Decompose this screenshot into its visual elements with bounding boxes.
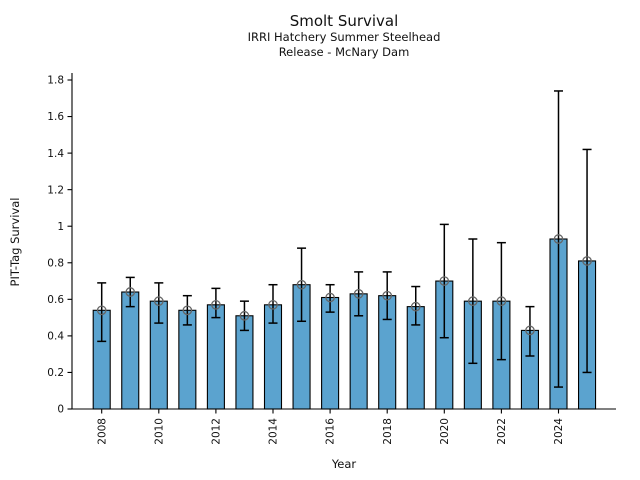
marker-2021 [467, 296, 478, 307]
x-axis-label: Year [331, 457, 357, 471]
x-tick-label-2024: 2024 [553, 418, 565, 445]
marker-2022 [496, 296, 507, 307]
y-tick-label-1.2: 1.2 [47, 184, 64, 196]
marker-2014 [268, 299, 278, 310]
marker-2011 [182, 305, 193, 316]
marker-2018 [382, 290, 393, 301]
x-tick-label-2014: 2014 [268, 418, 280, 445]
marker-2015 [296, 279, 307, 290]
y-tick-label-1.8: 1.8 [47, 75, 64, 87]
bar-2012 [206, 304, 225, 410]
chart-subtitle-line1: IRRI Hatchery Summer Steelhead [247, 30, 441, 44]
chart-title: Smolt Survival [289, 12, 399, 30]
marker-2023 [525, 325, 535, 336]
x-tick-label-2012: 2012 [211, 418, 223, 445]
marker-2008 [96, 305, 107, 316]
marker-2009 [125, 287, 136, 297]
marker-2017 [353, 288, 364, 299]
y-tick-label-0: 0 [57, 404, 64, 416]
y-tick-label-1.4: 1.4 [47, 148, 64, 160]
y-tick-label-0.4: 0.4 [47, 331, 64, 343]
marker-2010 [153, 296, 164, 307]
y-tick-label-1: 1 [57, 221, 64, 233]
bar-2016 [321, 296, 340, 410]
x-tick-label-2018: 2018 [382, 418, 394, 445]
marker-2025 [582, 256, 592, 266]
y-tick-label-0.8: 0.8 [47, 257, 64, 269]
marker-2012 [211, 299, 221, 310]
marker-2020 [439, 276, 450, 286]
marker-2019 [410, 301, 421, 312]
x-tick-label-2008: 2008 [96, 418, 108, 445]
marker-2024 [553, 234, 564, 244]
x-tick-label-2020: 2020 [439, 418, 451, 445]
x-tick-label-2010: 2010 [153, 418, 165, 445]
x-tick-label-2016: 2016 [325, 418, 337, 445]
y-tick-label-1.6: 1.6 [47, 111, 64, 123]
marker-2016 [325, 292, 335, 303]
y-tick-label-0.2: 0.2 [47, 367, 64, 379]
bar-2009 [121, 291, 140, 410]
marker-2013 [239, 310, 250, 321]
x-tick-label-2022: 2022 [496, 418, 508, 445]
chart-subtitle-line2: Release - McNary Dam [278, 45, 410, 59]
y-tick-label-0.6: 0.6 [47, 294, 64, 306]
